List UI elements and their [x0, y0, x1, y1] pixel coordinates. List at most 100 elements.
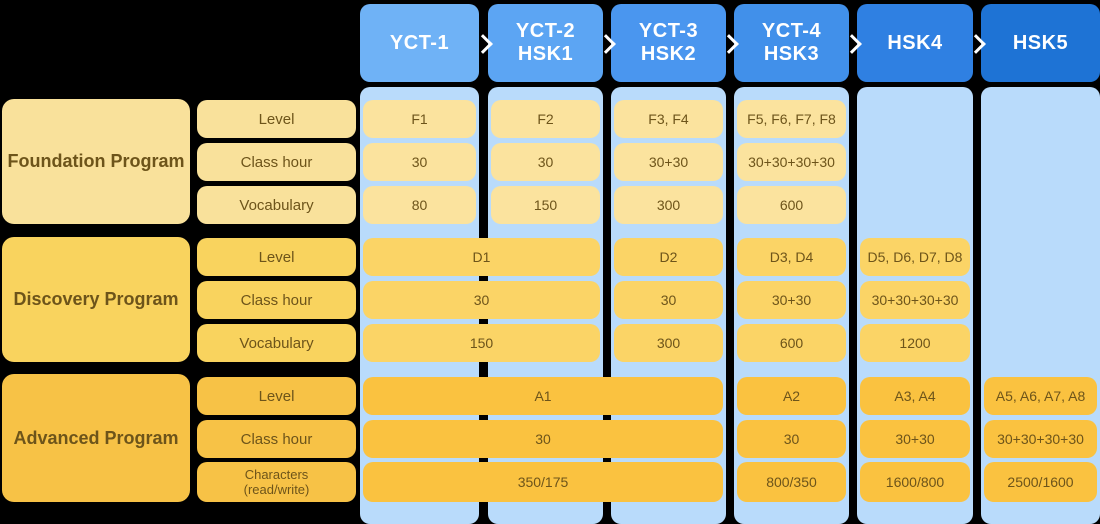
row-label-text: Characters [244, 467, 309, 482]
value-cell-text: D1 [472, 249, 491, 265]
row-label-text: Level [258, 248, 295, 266]
value-cell-text: 30+30+30+30 [997, 431, 1084, 447]
value-cell-text: 150 [469, 335, 494, 351]
value-cell-text: 80 [411, 197, 428, 213]
row-label-foundation-0: Level [197, 100, 356, 138]
value-cell-text: D3, D4 [769, 249, 814, 265]
column-header-label: YCT-3 [638, 20, 699, 42]
value-cell-discovery-0-yct3-hsk2: D2 [614, 238, 723, 276]
value-cell-text: 350/175 [517, 474, 569, 490]
value-cell-text: 2500/1600 [1007, 474, 1074, 490]
value-cell-foundation-1-yct1: 30 [363, 143, 476, 181]
column-header-label: HSK1 [517, 43, 574, 65]
value-cell-discovery-2-yct3-hsk2: 300 [614, 324, 723, 362]
value-cell-text: F2 [537, 111, 554, 127]
value-cell-discovery-1-hsk4: 30+30+30+30 [860, 281, 970, 319]
row-label-text: Class hour [240, 153, 313, 171]
column-header-hsk5: HSK5 [981, 4, 1100, 82]
value-cell-text: 30 [783, 431, 800, 447]
value-cell-advanced-1-yct4-hsk3: 30 [737, 420, 846, 458]
value-cell-text: 30+30 [648, 154, 689, 170]
row-label-text: (read/write) [243, 482, 310, 497]
value-cell-text: D5, D6, D7, D8 [867, 249, 963, 265]
value-cell-advanced-0-yct4-hsk3: A2 [737, 377, 846, 415]
row-label-advanced-0: Level [197, 377, 356, 415]
value-cell-text: A3, A4 [894, 388, 936, 404]
value-cell-text: 1200 [899, 335, 931, 351]
value-cell-text: 30+30+30+30 [748, 154, 835, 170]
value-cell-foundation-0-yct3-hsk2: F3, F4 [614, 100, 723, 138]
value-cell-text: 600 [779, 197, 804, 213]
program-title: Foundation Program [7, 151, 185, 171]
row-label-text: Class hour [240, 430, 313, 448]
value-cell-foundation-0-yct2-hsk1: F2 [491, 100, 600, 138]
value-cell-text: 30 [411, 154, 428, 170]
column-header-label: YCT-2 [515, 20, 576, 42]
value-cell-text: 30 [535, 431, 551, 447]
row-label-text: Vocabulary [239, 196, 314, 214]
value-cell-foundation-2-yct2-hsk1: 150 [491, 186, 600, 224]
value-cell-advanced-0-yct1: A1 [363, 377, 723, 415]
row-label-foundation-2: Vocabulary [197, 186, 356, 224]
column-header-label: YCT-4 [761, 20, 822, 42]
value-cell-advanced-0-hsk4: A3, A4 [860, 377, 970, 415]
value-cell-discovery-0-yct1: D1 [363, 238, 600, 276]
row-label-text: Class hour [240, 291, 313, 309]
value-cell-foundation-1-yct2-hsk1: 30 [491, 143, 600, 181]
value-cell-text: 30 [537, 154, 554, 170]
value-cell-advanced-0-hsk5: A5, A6, A7, A8 [984, 377, 1097, 415]
row-label-discovery-1: Class hour [197, 281, 356, 319]
program-box-advanced: Advanced Program [2, 374, 190, 502]
column-header-yct3-hsk2: YCT-3 HSK2 [611, 4, 726, 82]
value-cell-foundation-0-yct4-hsk3: F5, F6, F7, F8 [737, 100, 846, 138]
value-cell-text: 30+30 [771, 292, 812, 308]
value-cell-discovery-1-yct4-hsk3: 30+30 [737, 281, 846, 319]
row-label-advanced-1: Class hour [197, 420, 356, 458]
value-cell-text: F5, F6, F7, F8 [747, 111, 836, 127]
value-cell-advanced-2-hsk4: 1600/800 [860, 462, 970, 502]
column-header-yct2-hsk1: YCT-2 HSK1 [488, 4, 603, 82]
value-cell-advanced-2-yct4-hsk3: 800/350 [737, 462, 846, 502]
value-cell-discovery-1-yct1: 30 [363, 281, 600, 319]
row-label-discovery-0: Level [197, 238, 356, 276]
value-cell-text: A1 [534, 388, 552, 404]
value-cell-text: 30+30 [895, 431, 935, 447]
value-cell-foundation-1-yct3-hsk2: 30+30 [614, 143, 723, 181]
row-label-text: Level [258, 387, 295, 405]
value-cell-foundation-0-yct1: F1 [363, 100, 476, 138]
column-band-hsk5 [981, 87, 1100, 524]
value-cell-text: 800/350 [766, 474, 817, 490]
column-header-yct4-hsk3: YCT-4 HSK3 [734, 4, 849, 82]
program-box-discovery: Discovery Program [2, 237, 190, 362]
value-cell-discovery-2-yct4-hsk3: 600 [737, 324, 846, 362]
value-cell-text: F3, F4 [648, 111, 689, 127]
column-header-yct1: YCT-1 [360, 4, 479, 82]
row-label-text: Vocabulary [239, 334, 314, 352]
row-label-foundation-1: Class hour [197, 143, 356, 181]
column-header-label: HSK5 [1012, 31, 1069, 54]
value-cell-text: 1600/800 [885, 474, 945, 490]
column-header-label: HSK3 [763, 43, 820, 65]
value-cell-discovery-1-yct3-hsk2: 30 [614, 281, 723, 319]
value-cell-text: D2 [659, 249, 678, 265]
value-cell-foundation-2-yct4-hsk3: 600 [737, 186, 846, 224]
program-title: Advanced Program [13, 427, 179, 448]
value-cell-text: 600 [779, 335, 804, 351]
value-cell-text: 30 [660, 292, 677, 308]
value-cell-text: A5, A6, A7, A8 [995, 388, 1086, 404]
value-cell-advanced-1-hsk4: 30+30 [860, 420, 970, 458]
value-cell-discovery-2-yct1: 150 [363, 324, 600, 362]
value-cell-discovery-0-hsk4: D5, D6, D7, D8 [860, 238, 970, 276]
value-cell-discovery-2-hsk4: 1200 [860, 324, 970, 362]
column-header-label: YCT-1 [389, 31, 450, 54]
value-cell-text: 300 [656, 197, 681, 213]
value-cell-foundation-1-yct4-hsk3: 30+30+30+30 [737, 143, 846, 181]
column-header-label: HSK2 [640, 43, 697, 65]
row-label-advanced-2: Characters (read/write) [197, 462, 356, 502]
program-title: Discovery Program [13, 289, 179, 309]
program-box-foundation: Foundation Program [2, 99, 190, 224]
value-cell-discovery-0-yct4-hsk3: D3, D4 [737, 238, 846, 276]
value-cell-text: A2 [782, 388, 801, 404]
value-cell-text: 30 [473, 292, 490, 308]
